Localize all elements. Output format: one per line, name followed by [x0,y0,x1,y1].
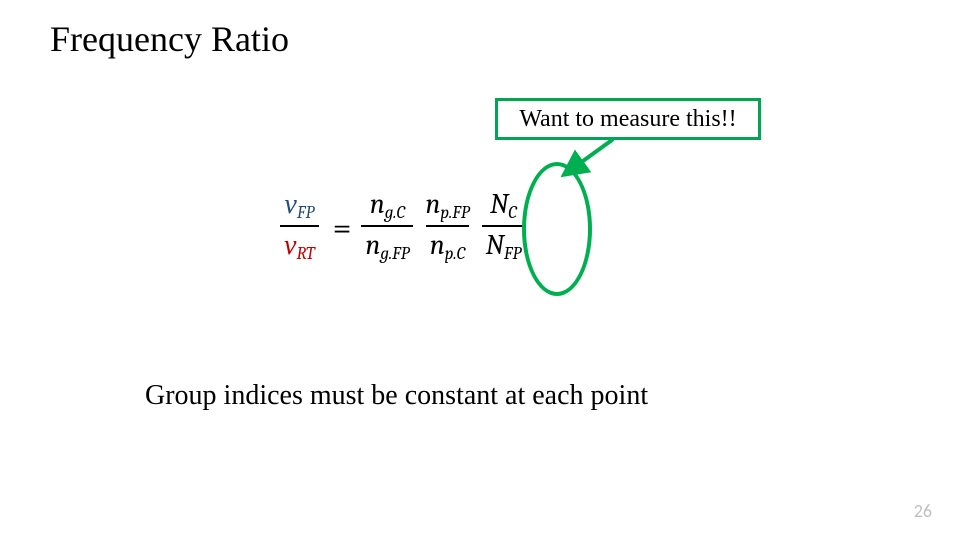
nu-rt-subscript: RT [296,243,314,263]
nu-fp-symbol: ν [284,188,296,220]
lhs-fraction: νFP νRT [280,190,319,264]
rhs1-num: ng.C [366,190,409,224]
slide-title: Frequency Ratio [50,18,289,60]
equation: νFP νRT = ng.C ng.FP np.FP [280,170,750,285]
rhs2-num-sym: n [425,188,440,220]
rhs2-den: np.C [426,225,469,265]
rhs-fraction-3: NC NFP [482,190,526,264]
slide-root: { "title": "Frequency Ratio", "callout":… [0,0,960,540]
rhs-fraction-1: ng.C ng.FP [361,190,413,264]
rhs2-num: np.FP [421,190,473,224]
equals-sign: = [333,208,352,248]
rhs3-num-sym: N [490,188,508,220]
rhs3-num-sub: C [508,203,517,223]
rhs3-den-sym: N [486,229,504,261]
rhs1-num-sub: g.C [385,203,405,223]
rhs3-den-sub: FP [504,243,521,263]
rhs3-den: NFP [482,225,526,265]
rhs2-num-sub: p.FP [440,203,469,223]
rhs-fraction-2: np.FP np.C [421,190,473,264]
rhs2-den-sym: n [430,229,445,261]
rhs3-num: NC [486,190,521,224]
nu-fp-subscript: FP [297,203,314,223]
callout-text: Want to measure this!! [519,106,736,133]
lhs-numerator: νFP [280,190,318,224]
equation-row: νFP νRT = ng.C ng.FP np.FP [280,170,750,285]
lhs-denominator: νRT [280,225,319,265]
rhs1-num-sym: n [370,188,385,220]
body-text: Group indices must be constant at each p… [145,380,648,412]
rhs1-den-sub: g.FP [380,243,409,263]
rhs2-den-sub: p.C [445,243,465,263]
callout-box: Want to measure this!! [495,98,761,140]
nu-rt-symbol: ν [284,229,296,261]
callout-arrow-line [565,140,612,174]
rhs1-den: ng.FP [361,225,413,265]
rhs1-den-sym: n [365,229,380,261]
page-number: 26 [914,500,932,522]
